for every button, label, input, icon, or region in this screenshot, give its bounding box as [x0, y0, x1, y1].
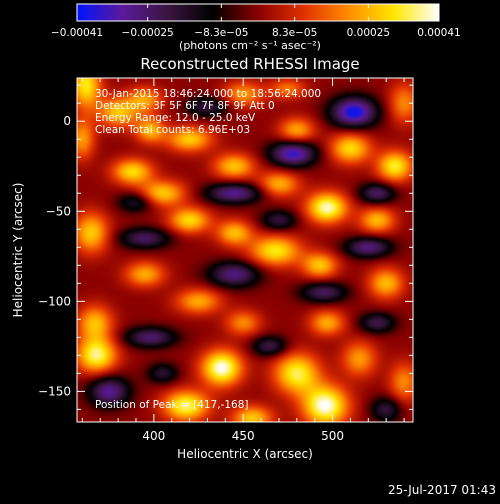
colorbar-bar — [77, 4, 439, 21]
annotation-position-of-peak: Position of Peak = [417,-168] — [95, 399, 249, 411]
plot-frame — [76, 77, 414, 423]
x-tick-label: 450 — [232, 429, 255, 443]
plot-area: 400 450 500 0 −50 −100 −150 — [38, 77, 414, 443]
chart-title: Reconstructed RHESSI Image — [140, 55, 359, 73]
date-stamp: 25-Jul-2017 01:43 — [388, 483, 496, 497]
x-tick-label: 500 — [321, 429, 344, 443]
annotation-time-range: 30-Jan-2015 18:46:24.000 to 18:56:24.000 — [95, 88, 321, 100]
colorbar-frame — [76, 3, 440, 22]
y-tick-label: 0 — [63, 114, 71, 128]
y-tick-label: −50 — [46, 204, 71, 218]
x-axis-label: Heliocentric X (arcsec) — [177, 447, 313, 461]
annotation-detectors: Detectors: 3F 5F 6F 7F 8F 9F Att 0 — [95, 100, 275, 112]
colorbar-tick-label: −0.00025 — [122, 27, 174, 39]
colorbar-units: (photons cm⁻² s⁻¹ asec⁻²) — [179, 39, 321, 52]
colorbar-tick-label: 0.00025 — [347, 27, 390, 39]
colorbar-tick-label: 8.3e−05 — [272, 27, 317, 39]
annotation-energy-range: Energy Range: 12.0 - 25.0 keV — [95, 112, 256, 124]
axis-ticks: 400 450 500 0 −50 −100 −150 — [38, 78, 413, 443]
y-axis-label: Heliocentric Y (arcsec) — [11, 183, 25, 318]
annotation-block: 30-Jan-2015 18:46:24.000 to 18:56:24.000… — [95, 88, 321, 136]
annotation-clean-counts: Clean Total counts: 6.96E+03 — [95, 124, 250, 136]
y-tick-label: −150 — [38, 384, 71, 398]
colorbar-tick-label: −8.3e−05 — [194, 27, 248, 39]
colorbar-tick-label: 0.00041 — [417, 27, 460, 39]
colorbar-tick-label: −0.00041 — [51, 27, 103, 39]
heatmap-image — [77, 78, 413, 422]
colorbar-ticks: −0.00041 −0.00025 −8.3e−05 8.3e−05 0.00025 0.… — [51, 4, 461, 39]
y-tick-label: −100 — [38, 294, 71, 308]
x-tick-label: 400 — [142, 429, 165, 443]
